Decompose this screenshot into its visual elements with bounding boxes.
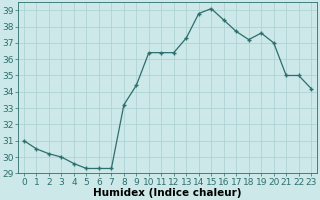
X-axis label: Humidex (Indice chaleur): Humidex (Indice chaleur) <box>93 188 242 198</box>
